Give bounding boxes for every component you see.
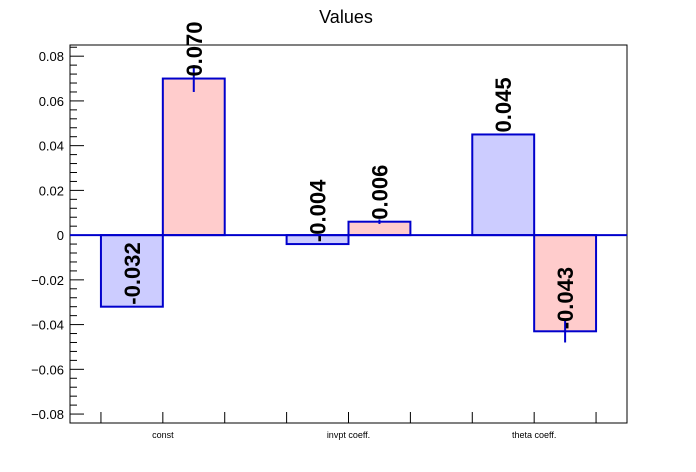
category-label: const [152, 430, 174, 440]
y-tick-label: −0.04 [31, 318, 64, 333]
data-label: -0.043 [553, 267, 578, 329]
data-label: 0.070 [182, 21, 207, 76]
plot-area: −0.08 −0.06 −0.04 −0.02 0 0.02 0.04 0.06 0.08 con… [31, 21, 628, 440]
bar [471, 133, 536, 237]
y-tick-label: −0.02 [31, 273, 64, 288]
y-tick-label: 0.04 [39, 139, 64, 154]
data-label: 0.045 [491, 77, 516, 132]
y-tick-label: 0 [57, 228, 64, 243]
y-tick-label: −0.08 [31, 407, 64, 422]
y-tick-label: 0.08 [39, 49, 64, 64]
y-tick-label: 0.06 [39, 94, 64, 109]
data-label: -0.032 [120, 242, 145, 304]
bar [99, 234, 164, 308]
y-tick-label: −0.06 [31, 362, 64, 377]
category-label: invpt coeff. [327, 430, 370, 440]
data-label: -0.004 [306, 179, 331, 242]
chart-title: Values [319, 7, 373, 27]
y-tick-label: 0.02 [39, 183, 64, 198]
bar [161, 77, 226, 237]
category-label: theta coeff. [512, 430, 556, 440]
data-label: 0.006 [367, 165, 392, 220]
